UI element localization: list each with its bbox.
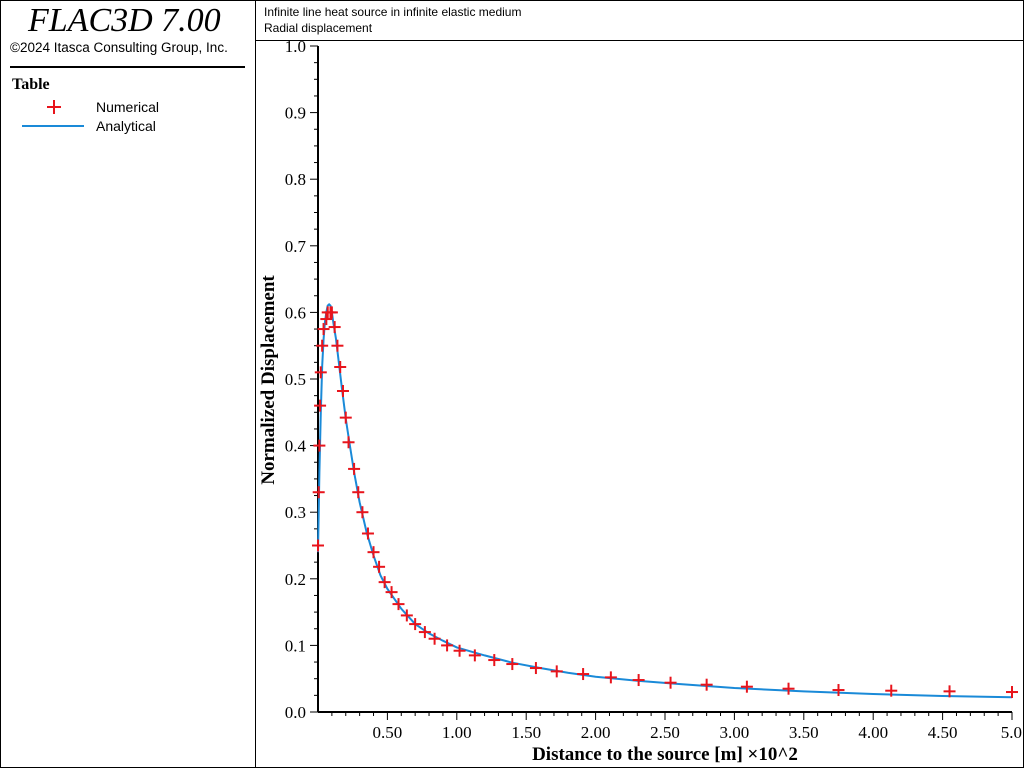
y-tick-label: 0.5 — [285, 370, 306, 389]
x-tick-label: 1.00 — [442, 723, 472, 742]
line-marker-icon — [22, 125, 84, 127]
numerical-data-point — [339, 411, 352, 424]
legend-item-analytical: Analytical — [20, 117, 156, 135]
legend-label-numerical: Numerical — [96, 99, 160, 115]
legend-title: Table — [12, 76, 50, 93]
numerical-data-point — [488, 654, 501, 667]
legend-panel: FLAC3D 7.00 ©2024 Itasca Consulting Grou… — [0, 0, 256, 768]
x-tick-label: 4.00 — [858, 723, 888, 742]
y-axis-label: Normalized Displacement — [258, 275, 279, 485]
numerical-data-point — [441, 639, 454, 652]
numerical-data-point — [418, 626, 431, 639]
plot-header: Infinite line heat source in infinite el… — [256, 0, 1024, 41]
numerical-data-point — [385, 586, 398, 599]
numerical-data-point — [356, 506, 369, 519]
numerical-data-point — [632, 674, 645, 687]
numerical-data-point — [336, 384, 349, 397]
numerical-data-point — [885, 684, 898, 697]
x-tick-label: 0.50 — [373, 723, 403, 742]
x-tick-label: 1.50 — [511, 723, 541, 742]
y-tick-label: 0.0 — [285, 703, 306, 722]
analytical-series-line — [317, 303, 1013, 699]
app-title: FLAC3D 7.00 — [28, 2, 221, 39]
numerical-data-point — [664, 676, 677, 689]
numerical-data-point — [392, 598, 405, 611]
numerical-data-point — [1006, 686, 1018, 699]
legend-item-numerical: Numerical — [20, 98, 159, 116]
copyright-text: ©2024 Itasca Consulting Group, Inc. — [10, 40, 228, 55]
numerical-data-point — [577, 668, 590, 681]
divider — [10, 66, 245, 68]
numerical-data-point — [832, 684, 845, 697]
numerical-data-point — [312, 539, 324, 552]
x-tick-label: 2.00 — [581, 723, 611, 742]
numerical-data-point — [317, 323, 330, 336]
numerical-data-point — [361, 527, 374, 540]
numerical-data-point — [468, 649, 481, 662]
numerical-data-point — [453, 644, 466, 657]
plot-subtitle: Radial displacement — [264, 21, 373, 35]
plus-marker-icon — [47, 100, 61, 114]
numerical-data-point — [331, 339, 344, 352]
numerical-data-point — [325, 306, 338, 319]
numerical-data-point — [314, 366, 327, 379]
numerical-data-point — [740, 680, 753, 693]
numerical-data-point — [550, 665, 563, 678]
y-tick-label: 0.7 — [285, 237, 307, 256]
y-tick-label: 0.8 — [285, 170, 306, 189]
y-tick-label: 0.6 — [285, 303, 306, 322]
legend-label-analytical: Analytical — [96, 118, 156, 134]
numerical-data-point — [700, 678, 713, 691]
y-tick-label: 0.4 — [285, 437, 307, 456]
y-tick-label: 1.0 — [285, 37, 306, 56]
x-axis-label: Distance to the source [m] ×10^2 — [532, 744, 798, 765]
numerical-data-point — [373, 560, 386, 573]
numerical-data-point — [334, 361, 347, 374]
numerical-data-point — [529, 662, 542, 675]
plot-title: Infinite line heat source in infinite el… — [264, 5, 522, 19]
numerical-data-point — [316, 339, 329, 352]
numerical-data-point — [409, 618, 422, 631]
numerical-data-point — [378, 576, 391, 589]
numerical-data-point — [313, 439, 326, 452]
y-tick-label: 0.1 — [285, 636, 306, 655]
numerical-data-point — [328, 321, 341, 334]
numerical-data-point — [943, 685, 956, 698]
x-tick-label: 3.50 — [789, 723, 819, 742]
y-tick-label: 0.2 — [285, 570, 306, 589]
numerical-data-point — [782, 682, 795, 695]
numerical-data-point — [604, 671, 617, 684]
numerical-data-point — [506, 658, 519, 671]
numerical-data-point — [352, 486, 365, 499]
numerical-data-point — [400, 609, 413, 622]
numerical-data-point — [348, 462, 361, 475]
numerical-data-point — [342, 436, 355, 449]
numerical-data-point — [312, 486, 325, 499]
numerical-data-point — [428, 632, 441, 645]
y-tick-label: 0.3 — [285, 503, 306, 522]
x-tick-label: 2.50 — [650, 723, 680, 742]
numerical-data-point — [320, 313, 333, 326]
y-tick-label: 0.9 — [285, 104, 306, 123]
numerical-data-point — [367, 546, 380, 559]
x-tick-label: 4.50 — [928, 723, 958, 742]
x-tick-label: 5.0 — [1001, 723, 1022, 742]
x-tick-label: 3.00 — [720, 723, 750, 742]
numerical-data-point — [314, 399, 327, 412]
